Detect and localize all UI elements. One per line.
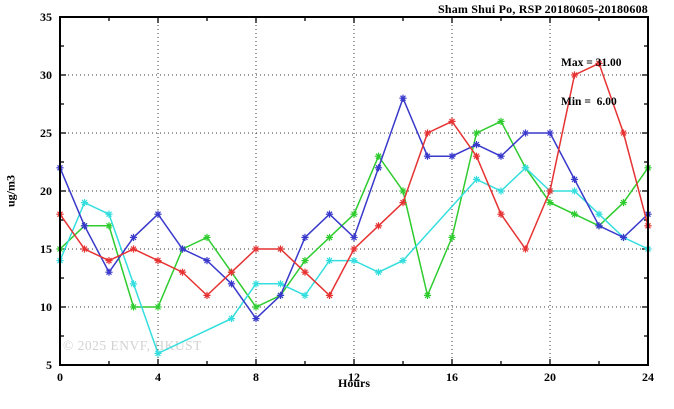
x-axis-label: Hours [337,376,370,390]
chart-title: Sham Shui Po, RSP 20180605-20180608 [437,2,648,16]
svg-text:10: 10 [40,300,52,314]
svg-text:5: 5 [46,358,52,372]
svg-text:25: 25 [40,126,52,140]
svg-text:15: 15 [40,242,52,256]
svg-text:24: 24 [642,370,654,384]
stats-min: Min = 6.00 [561,96,617,108]
svg-text:20: 20 [40,184,52,198]
svg-text:35: 35 [40,10,52,24]
stats-box: Max = 31.00 Min = 6.00 [561,31,622,135]
svg-text:0: 0 [57,370,63,384]
svg-text:30: 30 [40,68,52,82]
svg-text:12: 12 [348,370,360,384]
y-axis-label: ug/m3 [3,174,18,208]
stats-max: Max = 31.00 [561,57,622,69]
svg-text:8: 8 [253,370,259,384]
svg-text:4: 4 [155,370,161,384]
svg-text:16: 16 [446,370,458,384]
svg-text:20: 20 [544,370,556,384]
